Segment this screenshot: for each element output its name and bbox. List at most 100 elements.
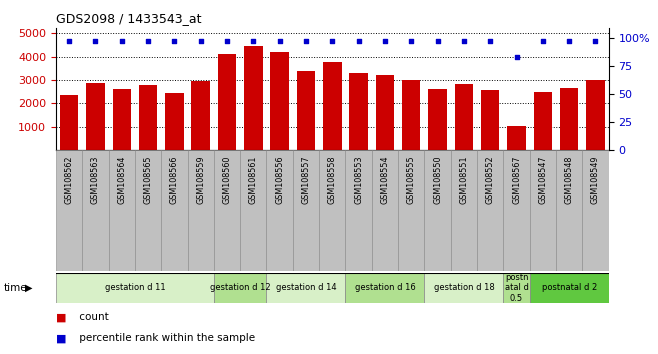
Point: [143, 38, 153, 44]
Text: GSM108556: GSM108556: [275, 155, 284, 204]
Bar: [86, 83, 105, 150]
Point: [64, 38, 74, 44]
Bar: [455, 84, 473, 150]
Bar: [376, 75, 394, 150]
Bar: [270, 52, 289, 150]
Bar: [113, 89, 131, 150]
Bar: [244, 46, 263, 150]
Bar: [266, 150, 293, 271]
Text: count: count: [76, 312, 109, 322]
Text: GSM108555: GSM108555: [407, 155, 416, 204]
Text: GSM108549: GSM108549: [591, 155, 600, 204]
Bar: [582, 150, 609, 271]
Bar: [345, 150, 372, 271]
Text: GSM108548: GSM108548: [565, 155, 574, 204]
Text: GSM108547: GSM108547: [538, 155, 547, 204]
Text: GSM108565: GSM108565: [143, 155, 153, 204]
Bar: [60, 95, 78, 150]
Bar: [481, 90, 499, 150]
Bar: [556, 150, 582, 271]
Text: ■: ■: [56, 333, 66, 343]
Text: time: time: [3, 282, 27, 293]
Bar: [139, 85, 157, 150]
Point: [116, 38, 127, 44]
Bar: [165, 93, 184, 150]
Bar: [218, 54, 236, 150]
Text: GSM108552: GSM108552: [486, 155, 495, 204]
Text: GSM108563: GSM108563: [91, 155, 100, 204]
Text: GSM108557: GSM108557: [301, 155, 311, 204]
Bar: [240, 150, 266, 271]
Point: [90, 38, 101, 44]
Bar: [507, 126, 526, 150]
Point: [169, 38, 180, 44]
Point: [564, 38, 574, 44]
Point: [248, 38, 259, 44]
Text: GSM108550: GSM108550: [433, 155, 442, 204]
Bar: [530, 150, 556, 271]
Bar: [586, 80, 605, 150]
Text: ▶: ▶: [25, 282, 32, 293]
Bar: [56, 150, 82, 271]
Bar: [293, 150, 319, 271]
Text: ■: ■: [56, 312, 66, 322]
Text: GSM108566: GSM108566: [170, 155, 179, 204]
Bar: [188, 150, 214, 271]
Bar: [191, 81, 210, 150]
Point: [274, 38, 285, 44]
Point: [511, 54, 522, 59]
Bar: [428, 89, 447, 150]
Text: GSM108553: GSM108553: [354, 155, 363, 204]
Bar: [214, 150, 240, 271]
Bar: [402, 80, 420, 150]
Text: GSM108558: GSM108558: [328, 155, 337, 204]
Point: [406, 38, 417, 44]
Text: GSM108559: GSM108559: [196, 155, 205, 204]
Point: [195, 38, 206, 44]
Bar: [109, 150, 135, 271]
Bar: [161, 150, 188, 271]
Bar: [82, 150, 109, 271]
Bar: [398, 150, 424, 271]
Bar: [349, 73, 368, 150]
Point: [222, 38, 232, 44]
Bar: [214, 273, 266, 303]
Text: GSM108562: GSM108562: [64, 155, 74, 204]
Bar: [297, 70, 315, 150]
Bar: [135, 150, 161, 271]
Text: postn
atal d
0.5: postn atal d 0.5: [505, 273, 528, 303]
Bar: [424, 273, 503, 303]
Text: postnatal d 2: postnatal d 2: [542, 283, 597, 292]
Point: [459, 38, 469, 44]
Text: GSM108567: GSM108567: [512, 155, 521, 204]
Bar: [530, 273, 609, 303]
Text: GSM108564: GSM108564: [117, 155, 126, 204]
Point: [432, 38, 443, 44]
Text: gestation d 11: gestation d 11: [105, 283, 165, 292]
Text: gestation d 16: gestation d 16: [355, 283, 415, 292]
Bar: [319, 150, 345, 271]
Text: GSM108554: GSM108554: [380, 155, 390, 204]
Bar: [503, 150, 530, 271]
Text: percentile rank within the sample: percentile rank within the sample: [76, 333, 255, 343]
Point: [590, 38, 601, 44]
Text: GSM108551: GSM108551: [459, 155, 468, 204]
Point: [353, 38, 364, 44]
Text: gestation d 12: gestation d 12: [210, 283, 270, 292]
Bar: [477, 150, 503, 271]
Text: GDS2098 / 1433543_at: GDS2098 / 1433543_at: [56, 12, 201, 25]
Bar: [323, 62, 342, 150]
Point: [485, 38, 495, 44]
Bar: [56, 273, 214, 303]
Bar: [345, 273, 424, 303]
Point: [380, 38, 390, 44]
Bar: [451, 150, 477, 271]
Text: GSM108560: GSM108560: [222, 155, 232, 204]
Bar: [424, 150, 451, 271]
Bar: [560, 87, 578, 150]
Point: [538, 38, 548, 44]
Bar: [266, 273, 345, 303]
Text: GSM108561: GSM108561: [249, 155, 258, 204]
Text: gestation d 14: gestation d 14: [276, 283, 336, 292]
Bar: [534, 92, 552, 150]
